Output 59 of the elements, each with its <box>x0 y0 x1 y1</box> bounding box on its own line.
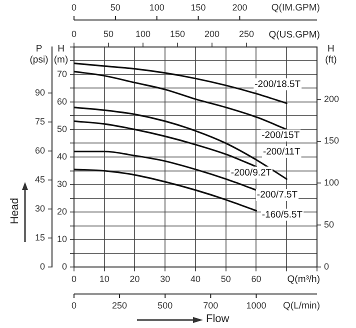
x2-tick-label: 150 <box>170 28 185 39</box>
y-tick-label: 10 <box>56 234 67 244</box>
text: 0 <box>71 2 77 12</box>
y3-tick-label: 45 <box>34 174 45 185</box>
x2-axis-title: Q(US.GPM) <box>268 29 320 40</box>
series-label: -160/5.5T <box>262 209 303 220</box>
x2-tick-label: 100 <box>135 28 151 39</box>
x-tick-label: 0 <box>71 274 77 284</box>
y-axis-title: H (m) <box>54 43 68 66</box>
text: 100 <box>149 2 164 12</box>
text: 200 <box>232 2 248 12</box>
y-tick-label: 30 <box>56 179 67 190</box>
series-label: -200/9.2T <box>230 167 272 178</box>
series-label: -200/11T <box>262 146 300 158</box>
x-axis-title: Q(m³/h) <box>287 274 320 285</box>
text: 150 <box>190 2 206 12</box>
x-tick-label: 40 <box>190 274 200 284</box>
text: 0 <box>71 300 77 310</box>
y2-tick-label: 200 <box>324 94 340 104</box>
y3-tick-label: 90 <box>34 87 45 98</box>
x-tick-label: 30 <box>160 274 170 284</box>
y-tick-label: 20 <box>56 206 67 217</box>
y2-tick-label: 0 <box>324 262 329 272</box>
x2-tick-label: 0 <box>71 28 77 39</box>
y3-tick-label: 0 <box>40 262 45 272</box>
x-tick-label: 20 <box>130 274 140 284</box>
y3-tick-label: 60 <box>34 145 45 156</box>
x2-tick-label: 200 <box>204 28 220 39</box>
x-tick-label: 50 <box>220 274 231 284</box>
line-series <box>74 120 258 168</box>
y-tick-label: 70 <box>56 68 67 79</box>
y-tick-label: 0 <box>62 262 67 272</box>
text: Head <box>9 198 22 224</box>
text: 500 <box>158 300 173 310</box>
x2-tick-label: 250 <box>238 28 254 39</box>
y3-tick-label: 15 <box>34 232 45 243</box>
text: Q(L/min) <box>283 300 320 312</box>
text: Q(IM.GPM) <box>271 2 320 14</box>
text: 250 <box>112 300 128 310</box>
text: Flow <box>206 313 230 325</box>
y2-tick-label: 50 <box>324 220 334 230</box>
x2-tick-label: 50 <box>103 28 114 39</box>
x-tick-label: 10 <box>99 274 110 284</box>
y-tick-label: 40 <box>56 151 67 162</box>
x-tick-label: 60 <box>251 274 262 284</box>
series-label: -200/7.5T <box>256 190 298 201</box>
text: 1000 <box>246 300 266 310</box>
y2-tick-label: 150 <box>324 136 340 146</box>
y-tick-label: 60 <box>56 96 67 106</box>
y3-tick-label: 75 <box>34 116 45 126</box>
y2-tick-label: 100 <box>324 178 340 188</box>
y3-axis-title: P (psi) <box>30 43 48 66</box>
y2-axis-title: H (ft) <box>325 43 337 66</box>
series-label: -200/15T <box>262 130 300 142</box>
text: 50 <box>110 2 120 12</box>
y-tick-label: 50 <box>56 124 67 134</box>
series-label: -200/18.5T <box>254 78 301 90</box>
text: 700 <box>203 300 218 310</box>
y3-tick-label: 30 <box>34 204 45 214</box>
